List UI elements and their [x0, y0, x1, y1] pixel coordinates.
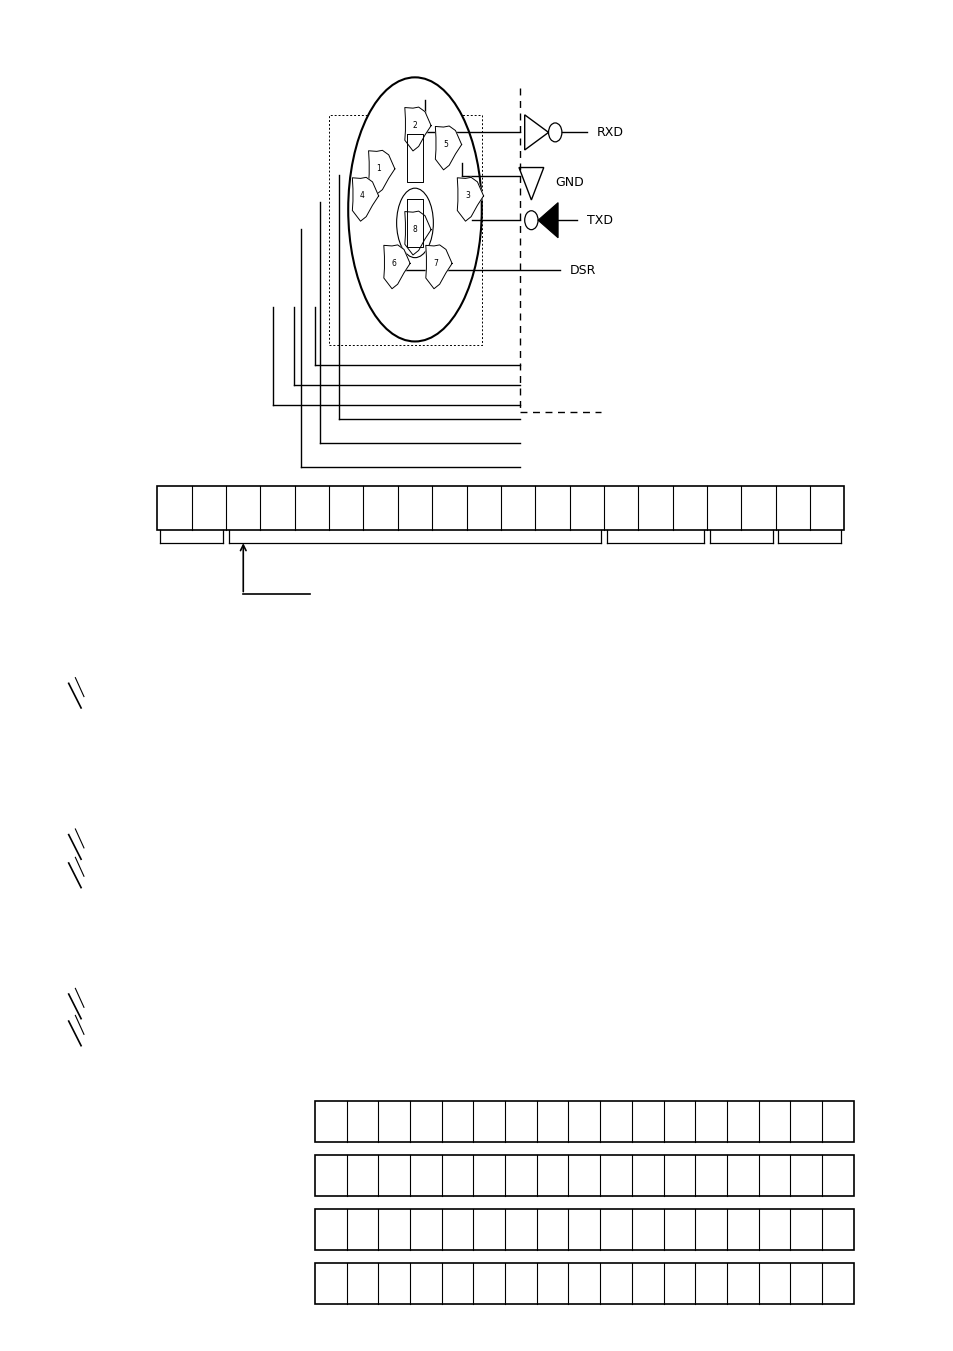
- Text: 8: 8: [413, 226, 416, 234]
- Bar: [314, 1101, 853, 1142]
- Text: 5: 5: [442, 141, 448, 149]
- Text: RXD: RXD: [596, 126, 622, 139]
- Text: DSR: DSR: [569, 263, 596, 277]
- Ellipse shape: [396, 188, 433, 258]
- Text: GND: GND: [555, 176, 583, 189]
- Polygon shape: [383, 245, 410, 289]
- Polygon shape: [435, 126, 461, 170]
- Text: 2: 2: [413, 122, 416, 130]
- Bar: [329, 115, 481, 345]
- Bar: [314, 1155, 853, 1196]
- Polygon shape: [352, 177, 378, 222]
- Ellipse shape: [348, 77, 481, 342]
- Bar: [157, 486, 843, 530]
- Polygon shape: [425, 245, 452, 289]
- Text: 7: 7: [433, 259, 438, 267]
- Text: TXD: TXD: [586, 213, 612, 227]
- Text: 6: 6: [391, 259, 396, 267]
- Bar: [314, 1209, 853, 1250]
- Text: 3: 3: [464, 192, 470, 200]
- Polygon shape: [404, 107, 431, 151]
- Polygon shape: [537, 203, 558, 238]
- Bar: [314, 1263, 853, 1304]
- Polygon shape: [404, 211, 431, 255]
- Polygon shape: [368, 150, 395, 195]
- Text: 4: 4: [359, 192, 365, 200]
- Text: 1: 1: [376, 165, 380, 173]
- Polygon shape: [456, 177, 483, 222]
